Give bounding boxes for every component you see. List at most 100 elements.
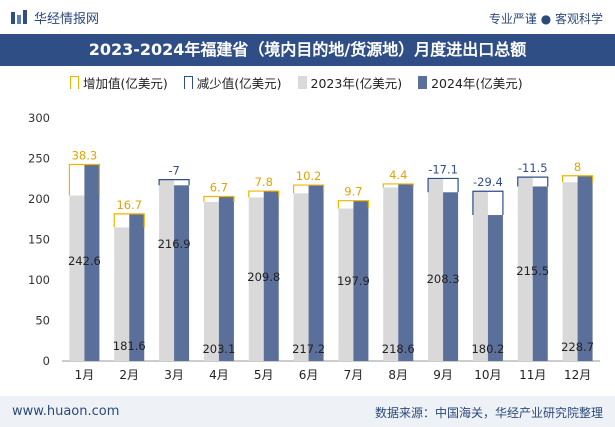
change-label: 7.8 [255, 175, 273, 189]
x-tick-label: 8月 [388, 368, 408, 382]
x-tick-label: 4月 [209, 368, 229, 382]
legend-increase-label: 增加值(亿美元) [83, 76, 168, 91]
increase-bracket [203, 195, 235, 202]
bar-2023 [69, 195, 85, 361]
increase-bracket [561, 175, 594, 183]
legend-2023: 2023年(亿美元) [297, 73, 403, 92]
legend-decrease: 减少值(亿美元) [183, 73, 282, 92]
bar-2023 [428, 178, 444, 361]
x-tick-label: 2月 [119, 368, 139, 382]
legend-2024: 2024年(亿美元) [418, 73, 523, 92]
x-tick-label: 6月 [299, 368, 319, 382]
value-label-2024: 216.9 [158, 237, 191, 251]
bar-2023 [203, 201, 219, 361]
legend-increase: 增加值(亿美元) [70, 73, 168, 92]
value-label-2024: 217.2 [292, 342, 325, 356]
value-label-2024: 181.6 [113, 339, 146, 353]
change-label: 8 [574, 160, 581, 174]
value-label-2024: 209.8 [247, 270, 280, 284]
y-tick-label: 150 [28, 233, 50, 247]
bar-2023 [383, 187, 399, 361]
value-label-2024: 242.6 [68, 254, 101, 268]
y-tick-label: 50 [35, 314, 50, 328]
value-label-2024: 215.5 [516, 264, 549, 278]
chart-title: 2023-2024年福建省（境内目的地/货源地）月度进出口总额 [0, 34, 615, 66]
bar-2024 [443, 192, 459, 361]
bar-2023 [472, 191, 488, 361]
y-tick-label: 250 [28, 152, 50, 166]
value-label-2024: 208.3 [427, 272, 460, 286]
value-label-2024: 228.7 [561, 340, 594, 354]
change-label: -17.1 [428, 162, 458, 176]
y-tick-label: 0 [43, 354, 50, 368]
x-tick-label: 12月 [564, 368, 591, 382]
decrease-bracket [427, 177, 459, 193]
change-label: 38.3 [72, 148, 98, 162]
value-label-2024: 203.1 [202, 342, 235, 356]
bar-2024 [398, 183, 414, 361]
change-label: -11.5 [518, 161, 548, 175]
bar-2024 [353, 200, 369, 361]
increase-bracket [292, 184, 325, 194]
change-label: 4.4 [389, 168, 407, 182]
bar-2023 [293, 193, 309, 361]
change-label: 6.7 [210, 180, 228, 194]
y-tick-label: 100 [28, 273, 50, 287]
legend-decrease-label: 减少值(亿美元) [196, 76, 282, 91]
change-label: 16.7 [116, 198, 142, 212]
series-2024-swatch [418, 76, 428, 89]
bar-2023 [248, 197, 264, 361]
brand: 华经情报网 [10, 8, 99, 27]
bar-2024 [129, 213, 145, 361]
x-tick-label: 11月 [519, 368, 546, 382]
decrease-bracket [472, 190, 504, 216]
change-label: -7 [168, 164, 179, 178]
bar-2024 [308, 185, 324, 361]
change-label: 10.2 [296, 169, 322, 183]
bar-2023 [159, 179, 175, 361]
legend-2024-label: 2024年(亿美元) [431, 76, 523, 91]
y-tick-label: 300 [28, 111, 50, 125]
increase-bracket [68, 163, 101, 196]
logo-icon [11, 9, 27, 24]
value-label-2024: 180.2 [471, 342, 504, 356]
increase-bracket [248, 190, 280, 198]
bar-2024 [532, 186, 548, 361]
bar-2024 [218, 196, 234, 361]
brand-name: 华经情报网 [34, 12, 100, 27]
brand-tagline: 专业严谨 ● 客观科学 [488, 12, 603, 26]
bar-2024 [577, 175, 593, 361]
x-tick-label: 3月 [164, 368, 184, 382]
bar-2024 [487, 215, 503, 361]
bar-2023 [338, 208, 354, 361]
bar-2023 [562, 182, 578, 361]
x-tick-label: 1月 [75, 368, 95, 382]
decrease-swatch [183, 76, 193, 89]
increase-bracket [113, 213, 145, 228]
x-tick-label: 9月 [433, 368, 453, 382]
x-tick-label: 10月 [474, 368, 501, 382]
bar-2024 [263, 191, 279, 361]
decrease-bracket [517, 176, 549, 187]
change-label: 9.7 [344, 185, 362, 199]
bar-2024 [174, 185, 190, 361]
increase-bracket [382, 183, 414, 188]
value-label-2024: 218.6 [382, 342, 415, 356]
series-2023-swatch [297, 76, 307, 89]
data-source: 数据来源：中国海关，华经产业研究院整理 [374, 406, 603, 420]
top-bar: 华经情报网 专业严谨 ● 客观科学 [0, 0, 615, 34]
y-tick-label: 200 [28, 192, 50, 206]
footer: www.huaon.com 数据来源：中国海关，华经产业研究院整理 [0, 396, 615, 427]
decrease-bracket [158, 179, 190, 186]
bar-2023 [517, 177, 533, 361]
bar-2024 [84, 164, 100, 361]
legend-2023-label: 2023年(亿美元) [310, 76, 403, 91]
bar-chart: 0 50 100 150 200 250 300 38.3 242.6 1月 16.7 181.6 2月… [28, 111, 600, 382]
site-link[interactable]: www.huaon.com [12, 404, 120, 419]
value-label-2024: 197.9 [337, 274, 370, 288]
x-tick-label: 5月 [254, 368, 274, 382]
x-tick-label: 7月 [344, 368, 364, 382]
bar-2023 [114, 227, 130, 361]
increase-bracket [337, 200, 370, 209]
increase-swatch [70, 76, 79, 89]
